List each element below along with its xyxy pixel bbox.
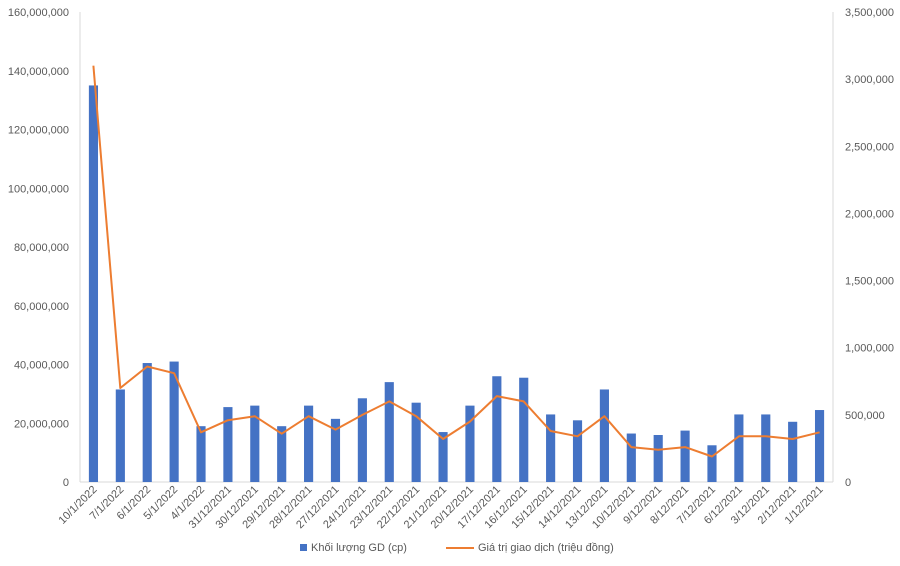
y-right-tick-label: 0 (845, 477, 851, 489)
y-left-tick-label: 140,000,000 (8, 66, 69, 78)
bar (492, 376, 502, 482)
bar (384, 382, 394, 482)
y-right-tick-label: 500,000 (845, 410, 885, 422)
legend: Khối lượng GD (cp) Giá trị giao dịch (tri… (300, 542, 614, 554)
y-left-tick-label: 20,000,000 (14, 418, 69, 430)
bar (519, 377, 529, 482)
line-series (92, 65, 820, 458)
bar (653, 435, 663, 482)
bar (88, 85, 99, 482)
y-left-tick-label: 120,000,000 (8, 125, 69, 137)
bar (572, 420, 583, 482)
y-left-tick-label: 0 (63, 477, 69, 489)
legend-label-bar: Khối lượng GD (cp) (311, 542, 407, 554)
bar (357, 398, 367, 482)
y-right-tick-label: 1,000,000 (845, 343, 894, 355)
bar (223, 407, 233, 482)
bar (761, 414, 771, 482)
y-left-tick-label: 60,000,000 (14, 301, 69, 313)
bar (680, 430, 690, 482)
bar-series (88, 85, 825, 482)
legend-swatch-bar (300, 544, 307, 551)
y-right-tick-label: 3,000,000 (845, 74, 894, 86)
bar (465, 405, 475, 482)
bar (250, 405, 260, 482)
bar (330, 418, 341, 482)
y-right-tick-label: 2,000,000 (845, 208, 894, 220)
bar (599, 389, 609, 482)
y-left-tick-label: 100,000,000 (8, 183, 69, 195)
bar (788, 421, 798, 482)
x-tick-labels: 10/1/20227/1/20226/1/20225/1/20224/1/202… (56, 484, 825, 531)
bar (546, 414, 556, 482)
bar (277, 426, 287, 482)
bar (814, 410, 825, 482)
bar (734, 414, 744, 482)
bar (142, 363, 152, 482)
y-right-tick-label: 2,500,000 (845, 141, 894, 153)
bar (707, 445, 717, 482)
line-path (92, 65, 820, 458)
legend-label-line: Giá trị giao dịch (triệu đồng) (478, 542, 614, 554)
y-right-tick-labels: 0 500,000 1,000,000 1,500,000 2,000,000 2,500… (845, 7, 894, 489)
y-left-tick-label: 40,000,000 (14, 360, 69, 372)
y-left-tick-labels: 0 20,000,000 40,000,000 60,000,000 80,000,00… (8, 7, 69, 489)
bar (169, 361, 179, 482)
bar (304, 405, 314, 482)
y-left-tick-label: 80,000,000 (14, 242, 69, 254)
bar (626, 433, 636, 482)
bar (196, 426, 206, 482)
bar (411, 402, 421, 482)
y-right-tick-label: 3,500,000 (845, 7, 894, 19)
bar (438, 432, 448, 482)
y-right-tick-label: 1,500,000 (845, 276, 894, 288)
bar (115, 389, 125, 482)
y-left-tick-label: 160,000,000 (8, 7, 69, 19)
